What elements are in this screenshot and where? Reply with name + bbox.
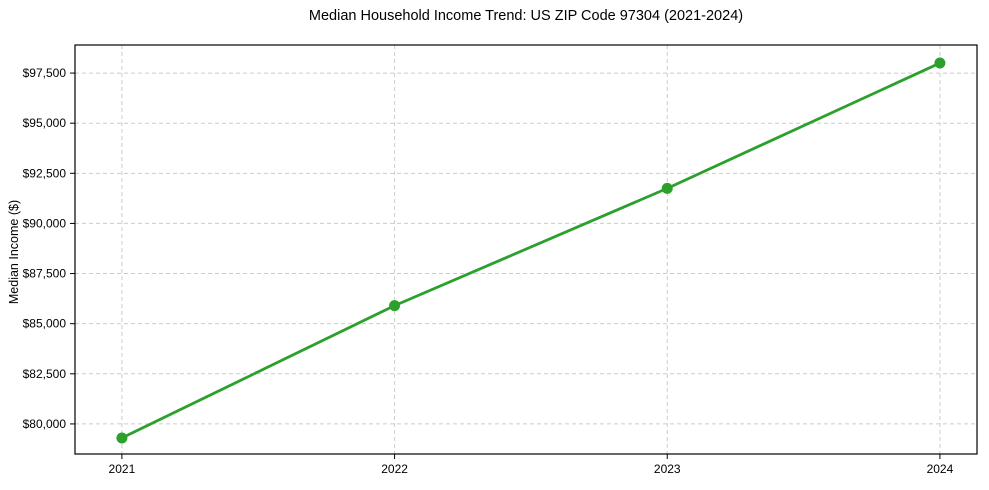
- y-tick-label: $82,500: [23, 367, 67, 381]
- y-tick-label: $90,000: [23, 216, 67, 230]
- data-point-2023: [661, 182, 673, 194]
- data-point-2024: [934, 57, 946, 69]
- y-tick-label: $95,000: [23, 116, 67, 130]
- data-point-2022: [389, 300, 401, 312]
- trend-line: [120, 61, 942, 440]
- x-tick-label: 2021: [109, 462, 136, 476]
- y-tick-label: $87,500: [23, 267, 67, 281]
- x-tick-label: 2022: [381, 462, 408, 476]
- x-tick-label: 2023: [654, 462, 681, 476]
- chart-title: Median Household Income Trend: US ZIP Co…: [308, 8, 744, 24]
- data-point-2021: [116, 432, 128, 444]
- plot-border: [74, 44, 978, 455]
- y-tick-label: $92,500: [23, 166, 67, 180]
- x-tick-label: 2024: [927, 462, 954, 476]
- y-tick-label: $97,500: [23, 66, 67, 80]
- y-tick-label: $80,000: [23, 417, 67, 431]
- y-tick-label: $85,000: [23, 317, 67, 331]
